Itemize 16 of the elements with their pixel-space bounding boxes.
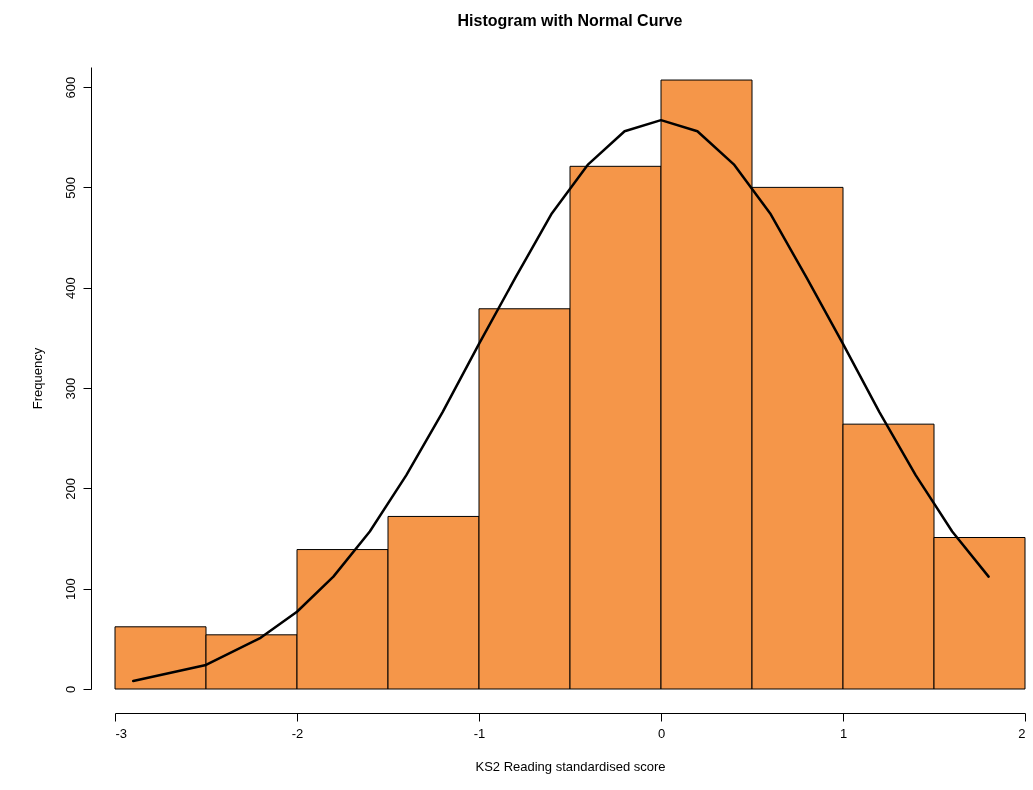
y-tick-label: 0 bbox=[62, 685, 78, 694]
chart-title: Histogram with Normal Curve bbox=[457, 12, 683, 29]
x-tick-label: 2 bbox=[1018, 725, 1026, 741]
y-tick-label: 300 bbox=[62, 377, 78, 400]
y-tick-label: 200 bbox=[62, 478, 78, 500]
x-tick-label: -3 bbox=[115, 725, 128, 741]
y-axis-title: Frequency bbox=[29, 347, 45, 410]
x-tick-label: 1 bbox=[839, 725, 848, 741]
x-tick-label: -1 bbox=[473, 725, 486, 741]
y-tick-label: 600 bbox=[62, 76, 78, 99]
y-tick-label: 100 bbox=[62, 578, 78, 601]
y-tick-label: 400 bbox=[62, 277, 78, 300]
x-axis-title: KS2 Reading standardised score bbox=[475, 758, 666, 774]
x-tick-label: -2 bbox=[291, 725, 304, 741]
y-tick-label: 500 bbox=[62, 177, 78, 199]
x-tick-label: 0 bbox=[657, 725, 666, 741]
